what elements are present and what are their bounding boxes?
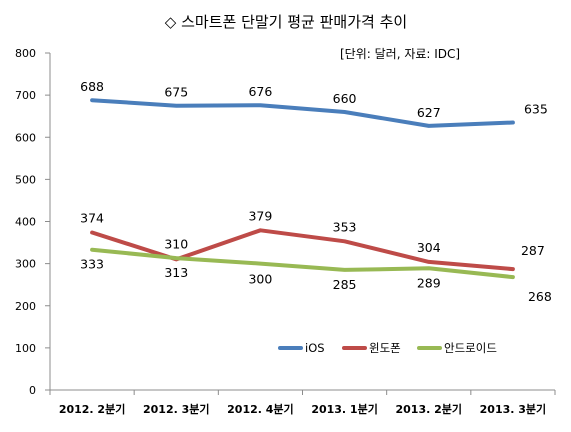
data-label: 333 (80, 257, 104, 272)
x-tick-label: 2013. 3분기 (480, 402, 547, 416)
y-tick-label: 300 (15, 258, 36, 271)
data-label: 635 (524, 102, 548, 117)
data-label: 675 (164, 85, 188, 100)
y-tick-label: 800 (15, 47, 36, 60)
series-line-1 (90, 98, 515, 128)
data-label: 287 (521, 243, 545, 258)
legend: iOS 윈도폰 안드로이드 (278, 341, 497, 355)
data-label: 289 (417, 275, 441, 290)
x-tick-label: 2013. 2분기 (395, 402, 462, 416)
chart-title: ◇ 스마트폰 단말기 평균 판매가격 추이 (165, 13, 407, 31)
axes: 0 100 200 300 400 500 600 700 800 2012. 2분기 2012. … (15, 47, 556, 416)
y-tick-label: 500 (15, 173, 36, 186)
y-tick-label: 0 (29, 384, 36, 397)
data-label: 660 (333, 91, 357, 106)
data-label: 300 (248, 272, 272, 287)
data-label: 627 (417, 105, 441, 120)
data-label: 676 (248, 84, 272, 99)
data-label: 379 (248, 208, 272, 223)
x-tick-label: 2012. 4분기 (227, 402, 294, 416)
data-label: 374 (80, 210, 104, 225)
data-label: 313 (164, 265, 188, 280)
legend-label-3: 안드로이드 (444, 341, 497, 355)
data-labels: 688 675 676 660 627 635 374 310 379 353 304 287 333 3… (80, 79, 552, 304)
data-label: 285 (333, 277, 357, 292)
x-tick-label: 2012. 2분기 (59, 402, 126, 416)
data-label: 353 (333, 219, 357, 234)
y-tick-label: 600 (15, 131, 36, 144)
legend-label-2: 윈도폰 (369, 341, 401, 355)
series-line-2 (90, 228, 515, 272)
data-label: 268 (528, 289, 552, 304)
series-line-3 (90, 247, 515, 280)
y-tick-label: 400 (15, 216, 36, 229)
chart-note: [단위: 달러, 자료: IDC] (340, 47, 460, 61)
series-lines (90, 98, 515, 280)
y-tick-label: 200 (15, 300, 36, 313)
legend-label-1: iOS (305, 341, 325, 355)
x-tick-label: 2013. 1분기 (311, 402, 378, 416)
data-label: 310 (164, 236, 188, 251)
y-tick-label: 100 (15, 342, 36, 355)
y-tick-label: 700 (15, 89, 36, 102)
x-tick-label: 2012. 3분기 (143, 402, 210, 416)
data-label: 688 (80, 79, 104, 94)
data-label: 304 (417, 240, 441, 255)
